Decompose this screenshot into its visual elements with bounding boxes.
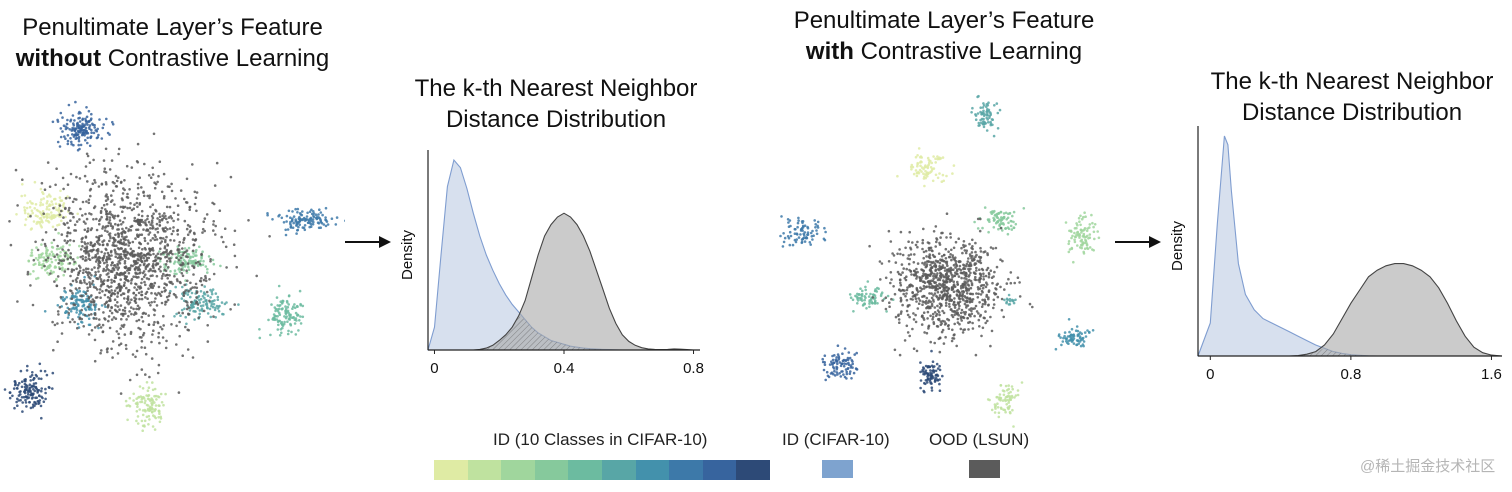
id-cluster bbox=[43, 274, 107, 330]
legend-class-swatch bbox=[568, 460, 603, 480]
left-kde-title: The k-th Nearest Neighbor Distance Distr… bbox=[386, 73, 726, 135]
y-axis-label: Density bbox=[399, 229, 416, 280]
id-cluster bbox=[821, 344, 859, 382]
id-cluster bbox=[848, 280, 895, 313]
legend-class-swatch bbox=[501, 460, 536, 480]
left-feature-title-line1: Penultimate Layer’s Feature bbox=[22, 14, 323, 41]
id-cluster bbox=[266, 206, 345, 237]
right-kde-chart: Density 0 0.8 1.6 bbox=[1169, 126, 1503, 380]
right-feature-title-line1: Penultimate Layer’s Feature bbox=[793, 7, 1095, 34]
legend-class-swatch bbox=[602, 460, 636, 480]
right-feature-title-rest: Contrastive Learning bbox=[853, 38, 1083, 65]
legend-class-swatch bbox=[635, 460, 670, 480]
legend-class-swatch bbox=[736, 460, 771, 480]
watermark: @稀土掘金技术社区 bbox=[1360, 458, 1496, 475]
right-kde-title-line1: The k-th Nearest Neighbor bbox=[1210, 68, 1494, 95]
left-arrow bbox=[345, 236, 391, 248]
right-kde-title-line2: Distance Distribution bbox=[1241, 99, 1463, 126]
x-tick-label: 1.6 bbox=[1481, 366, 1502, 380]
legend-class-swatch bbox=[702, 460, 737, 480]
id-cluster bbox=[896, 147, 956, 188]
legend-ood-swatch bbox=[969, 460, 1000, 478]
right-kde-title: The k-th Nearest Neighbor Distance Distr… bbox=[1182, 66, 1512, 128]
left-feature-title-rest: Contrastive Learning bbox=[101, 45, 330, 72]
id-cluster bbox=[1003, 293, 1017, 306]
y-axis-label: Density bbox=[1169, 220, 1186, 271]
id-cluster bbox=[919, 349, 944, 394]
x-tick-label: 0.4 bbox=[554, 360, 575, 377]
x-tick-label: 0.8 bbox=[683, 360, 704, 377]
id-cluster bbox=[1054, 318, 1095, 351]
legend-class-swatch bbox=[669, 460, 704, 480]
right-feature-title: Penultimate Layer’s Feature with Contras… bbox=[770, 5, 1118, 67]
id-cluster bbox=[15, 180, 79, 231]
legend-class-swatch bbox=[434, 460, 468, 480]
left-kde-title-line1: The k-th Nearest Neighbor bbox=[414, 75, 698, 102]
legend-id-classes-label: ID (10 Classes in CIFAR-10) bbox=[493, 430, 708, 449]
id-cluster bbox=[124, 381, 167, 433]
left-feature-title: Penultimate Layer’s Feature without Cont… bbox=[0, 12, 345, 74]
id-cluster bbox=[3, 362, 55, 420]
legend-id-label: ID (CIFAR-10) bbox=[782, 430, 890, 449]
right-feature-scatter bbox=[779, 94, 1101, 428]
legend-ood-label: OOD (LSUN) bbox=[929, 430, 1030, 449]
legend-class-swatch bbox=[467, 460, 502, 480]
ood-cluster bbox=[8, 132, 271, 395]
left-kde-chart: Density 0 0.4 0.8 bbox=[399, 150, 704, 377]
left-kde-title-line2: Distance Distribution bbox=[445, 106, 667, 133]
x-tick-label: 0 bbox=[430, 360, 438, 377]
left-feature-title-bold: without bbox=[15, 45, 102, 72]
id-cluster bbox=[970, 94, 1002, 138]
legend-class-swatch bbox=[534, 460, 569, 480]
legend-id-classes-colorbar bbox=[434, 460, 771, 480]
right-feature-title-bold: with bbox=[805, 38, 854, 65]
legend-id-swatch bbox=[822, 460, 853, 478]
id-cluster bbox=[973, 206, 1026, 236]
id-cluster bbox=[1064, 211, 1101, 264]
x-tick-label: 0 bbox=[1206, 366, 1214, 380]
id-cluster bbox=[986, 381, 1024, 428]
id-cluster bbox=[779, 215, 827, 248]
x-tick-label: 0.8 bbox=[1340, 366, 1361, 380]
id-cluster bbox=[169, 283, 240, 326]
right-arrow bbox=[1115, 236, 1161, 248]
ood-cluster bbox=[868, 212, 1034, 357]
id-cluster bbox=[258, 284, 305, 340]
id-cluster bbox=[51, 100, 115, 152]
left-feature-scatter bbox=[3, 100, 345, 433]
